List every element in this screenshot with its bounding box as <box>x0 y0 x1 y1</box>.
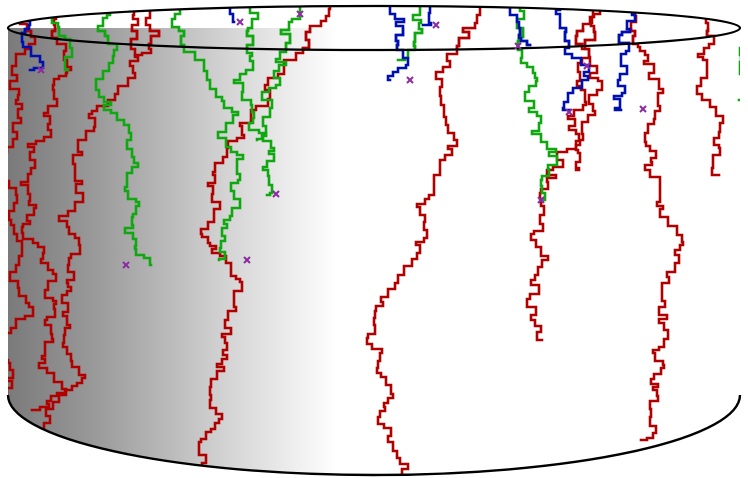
blue-walk-path-22 <box>612 28 642 112</box>
endpoint-markers <box>37 10 647 269</box>
cylinder-body <box>8 28 740 475</box>
red-walk-path-5 <box>365 28 482 475</box>
red-walk-path-4 <box>197 28 332 472</box>
blue-walk-path-19 <box>18 28 45 72</box>
endpoint-marker-6 <box>639 105 647 113</box>
endpoint-marker-12 <box>296 10 304 18</box>
endpoint-marker-13 <box>37 66 45 74</box>
blue-walk-path-top-25 <box>421 6 433 27</box>
endpoint-marker-10 <box>432 21 440 29</box>
green-walk-path-top-15 <box>255 6 302 50</box>
endpoint-marker-1 <box>122 261 130 269</box>
endpoint-marker-2 <box>243 256 251 264</box>
red-walk-path-2 <box>19 28 73 437</box>
cylinder-top-rim <box>6 4 742 52</box>
blue-walk-path-21 <box>554 28 591 112</box>
blue-walk-path-top-24 <box>228 6 236 24</box>
endpoint-marker-8 <box>514 42 522 50</box>
red-walk-path-7 <box>629 28 685 442</box>
red-walk-path-3 <box>30 28 140 412</box>
red-walk-path-top-9 <box>574 6 604 50</box>
green-walk-path-top-17 <box>396 6 424 50</box>
blue-walk-path-top-22 <box>612 6 642 50</box>
endpoint-marker-11 <box>236 18 244 26</box>
endpoint-marker-4 <box>537 196 545 204</box>
endpoint-marker-5 <box>565 108 573 116</box>
cylinder-bottom-rim <box>6 394 742 477</box>
green-walk-path-11 <box>94 28 153 267</box>
red-walk-path-top-10 <box>133 6 161 50</box>
endpoint-marker-7 <box>583 62 591 70</box>
green-walk-path-top-13 <box>232 6 276 50</box>
blue-walk-path-top-20 <box>386 6 410 50</box>
green-walk-path-12 <box>170 28 245 262</box>
endpoint-marker-9 <box>406 76 414 84</box>
blue-walk-path-top-21 <box>554 6 591 50</box>
endpoint-marker-3 <box>272 190 280 198</box>
red-walk-path-1 <box>8 28 37 457</box>
red-walk-path-top-8 <box>695 6 725 50</box>
blue-walk-path-top-23 <box>508 6 532 47</box>
